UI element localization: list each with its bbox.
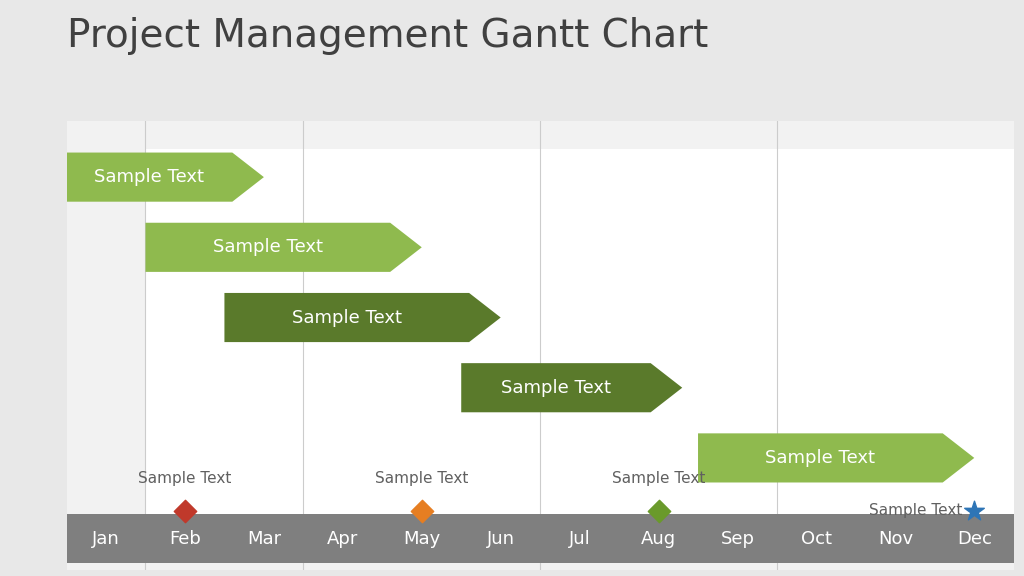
Bar: [541, 149, 777, 521]
Text: Dec: Dec: [956, 530, 991, 548]
Point: [650, 506, 667, 515]
Bar: [777, 149, 1014, 521]
Text: Project Management Gantt Chart: Project Management Gantt Chart: [67, 17, 708, 55]
Bar: [461, 514, 541, 563]
Bar: [145, 514, 224, 563]
Polygon shape: [698, 433, 974, 483]
Text: Sample Text: Sample Text: [292, 309, 401, 327]
Polygon shape: [67, 153, 264, 202]
Polygon shape: [145, 223, 422, 272]
Text: May: May: [403, 530, 440, 548]
Text: Jan: Jan: [92, 530, 120, 548]
Text: Oct: Oct: [801, 530, 831, 548]
Text: Jul: Jul: [568, 530, 591, 548]
Bar: [935, 514, 1014, 563]
Text: Apr: Apr: [327, 530, 358, 548]
Text: Jun: Jun: [486, 530, 515, 548]
Text: Sample Text: Sample Text: [501, 379, 611, 397]
Point: [414, 506, 430, 515]
Text: Sample Text: Sample Text: [94, 168, 205, 186]
Text: Feb: Feb: [169, 530, 201, 548]
Bar: [541, 514, 620, 563]
Bar: [303, 149, 541, 521]
Text: Sample Text: Sample Text: [138, 471, 231, 486]
Bar: [303, 514, 382, 563]
Text: Sample Text: Sample Text: [765, 449, 876, 467]
Text: Nov: Nov: [878, 530, 913, 548]
Text: Mar: Mar: [247, 530, 281, 548]
Point: [177, 506, 194, 515]
Text: Sample Text: Sample Text: [869, 503, 963, 518]
Bar: [67, 514, 145, 563]
Text: Aug: Aug: [641, 530, 676, 548]
Text: Sample Text: Sample Text: [612, 471, 706, 486]
Bar: [777, 514, 856, 563]
Bar: [382, 514, 461, 563]
Text: Sample Text: Sample Text: [213, 238, 323, 256]
Polygon shape: [224, 293, 501, 342]
Text: Sep: Sep: [721, 530, 755, 548]
Bar: [620, 514, 698, 563]
Bar: [698, 514, 777, 563]
Bar: [224, 514, 303, 563]
Text: Sample Text: Sample Text: [375, 471, 468, 486]
Polygon shape: [461, 363, 682, 412]
Point: [966, 506, 982, 515]
Bar: [145, 149, 303, 521]
Bar: [856, 514, 935, 563]
